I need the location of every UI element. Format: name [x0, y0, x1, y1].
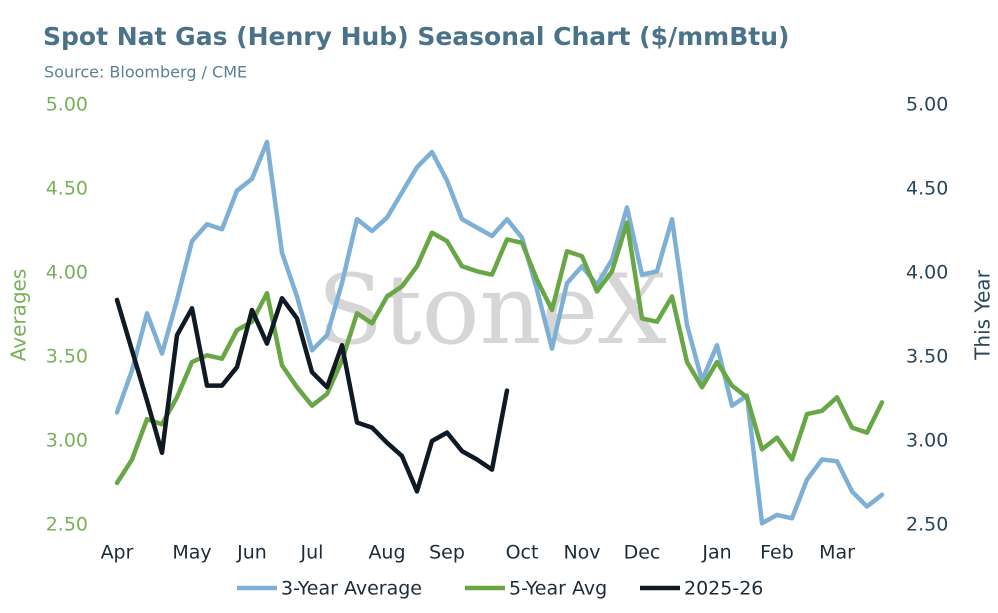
series-line: [114, 295, 510, 494]
x-tick-label: Jan: [701, 542, 731, 564]
legend-label: 3-Year Average: [281, 578, 422, 600]
y2-tick-label: 2.50: [906, 514, 948, 536]
x-tick-label: Feb: [760, 542, 794, 564]
series-line: [114, 220, 885, 486]
x-tick-label: Mar: [819, 542, 855, 564]
chart-subtitle: Source: Bloomberg / CME: [44, 63, 247, 82]
x-tick-label: Jul: [300, 542, 324, 564]
y2-tick-label: 3.50: [906, 346, 948, 368]
x-tick-label: Sep: [429, 542, 465, 564]
x-tick-label: May: [172, 542, 211, 564]
y-tick-label: 5.00: [46, 94, 88, 116]
y-tick-label: 4.50: [46, 178, 88, 200]
y-axis-label: Averages: [7, 269, 31, 362]
y2-axis-label: This Year: [971, 269, 995, 360]
y2-tick-label: 5.00: [906, 94, 948, 116]
legend-label: 5-Year Avg: [509, 578, 607, 600]
y-tick-label: 3.00: [46, 430, 88, 452]
y-tick-label: 3.50: [46, 346, 88, 368]
x-tick-label: Apr: [101, 542, 134, 564]
y-tick-label: 2.50: [46, 514, 88, 536]
y2-tick-label: 3.00: [906, 430, 948, 452]
x-tick-label: Dec: [624, 542, 661, 564]
x-tick-label: Jun: [236, 542, 267, 564]
y-tick-label: 4.00: [46, 262, 88, 284]
series-line: [114, 139, 885, 526]
legend-label: 2025-26: [684, 578, 763, 600]
x-tick-label: Aug: [368, 542, 405, 564]
y2-tick-label: 4.00: [906, 262, 948, 284]
chart-title: Spot Nat Gas (Henry Hub) Seasonal Chart …: [43, 22, 789, 51]
x-tick-label: Nov: [563, 542, 600, 564]
y2-tick-label: 4.50: [906, 178, 948, 200]
x-tick-label: Oct: [506, 542, 539, 564]
